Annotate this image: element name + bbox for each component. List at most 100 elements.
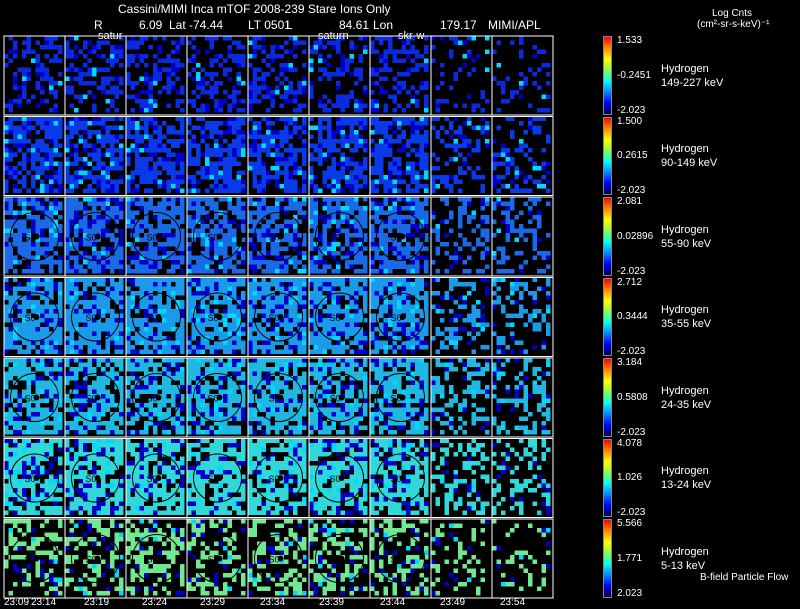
image-panel: S0 [308, 277, 371, 357]
fov-circle [315, 373, 364, 422]
planet-dot [155, 555, 162, 562]
planet-marker: S0 [86, 394, 97, 404]
fov-circle [193, 373, 242, 422]
image-panel [308, 35, 371, 116]
ephem-lt: LT 0501 [248, 18, 291, 32]
planet-marker: S0 [25, 394, 36, 404]
overlay-label-saturn: saturn [318, 30, 349, 42]
planet-marker: S0 [147, 474, 158, 484]
planet-dot [33, 555, 40, 562]
species-label: Hydrogen [661, 384, 709, 397]
time-label: 23:49 [440, 597, 466, 608]
colorbar-mid-label: 0.3444 [617, 311, 648, 323]
footer-note: B-field Particle Flow [700, 572, 789, 583]
fov-circle [71, 373, 120, 422]
species-label: Hydrogen [661, 465, 709, 478]
colorbar-max-label: 5.566 [617, 518, 643, 529]
units-label-2: (cm²-sr-s-keV)⁻¹ [697, 19, 770, 30]
planet-dot [216, 314, 223, 320]
colorbar-max-label: 3.184 [617, 357, 643, 368]
fov-circle [315, 453, 364, 503]
planet-dot [94, 555, 101, 562]
colorbar-min-label: -2.023 [617, 104, 646, 116]
planet-dot [338, 555, 345, 562]
planet-dot [399, 555, 406, 562]
time-label: 23:09 [4, 597, 30, 608]
colorbar-max-label: 2.712 [617, 276, 643, 288]
image-panel: S0 [308, 518, 371, 599]
planet-dot [216, 394, 223, 401]
fov-circle [376, 292, 425, 342]
energy-band-label: Hydrogen 90-149 keV [661, 142, 717, 170]
ephem-source: MIMI/APL [488, 18, 541, 32]
fov-circle [10, 212, 59, 261]
image-panel: S0 [369, 357, 432, 438]
planet-marker: S0 [25, 555, 36, 565]
fov-circle [132, 212, 181, 261]
image-panel [430, 518, 493, 599]
colorbar [603, 519, 612, 598]
panel-border [491, 357, 554, 438]
image-panel: S0 [64, 518, 127, 599]
energy-range-label: 149-227 keV [661, 76, 724, 89]
colorbar-mid-label: 0.02896 [617, 230, 654, 242]
colorbar [603, 197, 612, 276]
planet-dot [338, 233, 345, 240]
time-label: 23:19 [84, 597, 110, 608]
ephem-lon-label: Lon [373, 18, 394, 32]
fov-circle [254, 292, 303, 342]
planet-marker: S0 [86, 233, 97, 243]
fov-circle [71, 212, 120, 261]
planet-marker: S0 [208, 313, 219, 323]
fov-circle [315, 534, 364, 583]
image-panel [430, 277, 493, 357]
image-panel: S0 [125, 196, 188, 277]
colorbar-min-label: -2.023 [617, 507, 646, 519]
fov-circle [193, 212, 242, 261]
image-panel: S0 [64, 277, 127, 357]
image-panel: S0 [3, 357, 66, 438]
planet-marker: S0 [147, 555, 158, 565]
colorbar-mid-label: 1.771 [617, 552, 643, 564]
fov-circle [10, 292, 59, 342]
colorbar-min-label: -2.023 [617, 265, 646, 277]
ephem-lat: Lat -74.44 [169, 18, 224, 32]
planet-dot [399, 233, 406, 240]
fov-circle [71, 534, 120, 583]
image-panel: S0 [3, 438, 66, 518]
image-panel [3, 116, 66, 196]
species-label: Hydrogen [661, 223, 709, 236]
fov-circle [376, 453, 425, 503]
fov-circle [254, 212, 303, 261]
energy-range-label: 35-55 keV [661, 318, 712, 331]
fov-circle [193, 534, 242, 583]
planet-dot [277, 555, 284, 562]
image-panel: S0 [125, 357, 188, 438]
energy-range-label: 90-149 keV [661, 157, 718, 170]
fov-circle [376, 212, 425, 261]
fov-circle [254, 373, 303, 422]
colorbar-max-label: 4.078 [617, 437, 643, 449]
planet-marker: S0 [208, 394, 219, 404]
image-panel: S0 [369, 518, 432, 599]
fov-circle [71, 292, 120, 342]
planet-dot [216, 555, 223, 562]
panel-border [491, 438, 554, 518]
planet-marker: S0 [330, 233, 341, 243]
energy-band-label: Hydrogen 149-227 keV [661, 62, 723, 90]
energy-range-label: 55-90 keV [661, 237, 712, 250]
image-panel: S0 [3, 518, 66, 599]
planet-dot [33, 475, 40, 481]
planet-dot [399, 314, 406, 320]
ephem-r-value: 6.09 [139, 18, 163, 32]
image-panel [430, 196, 493, 277]
energy-band-label: Hydrogen 5-13 keV [661, 545, 709, 573]
image-panel: S0 [186, 277, 249, 357]
energy-range-label: 5-13 keV [661, 559, 706, 572]
image-panel: S0 [186, 357, 249, 438]
planet-marker: S0 [330, 474, 341, 484]
fov-circle [132, 373, 181, 422]
colorbar-min-label: 2.023 [617, 587, 643, 599]
image-panel [430, 357, 493, 438]
planet-dot [155, 394, 162, 401]
